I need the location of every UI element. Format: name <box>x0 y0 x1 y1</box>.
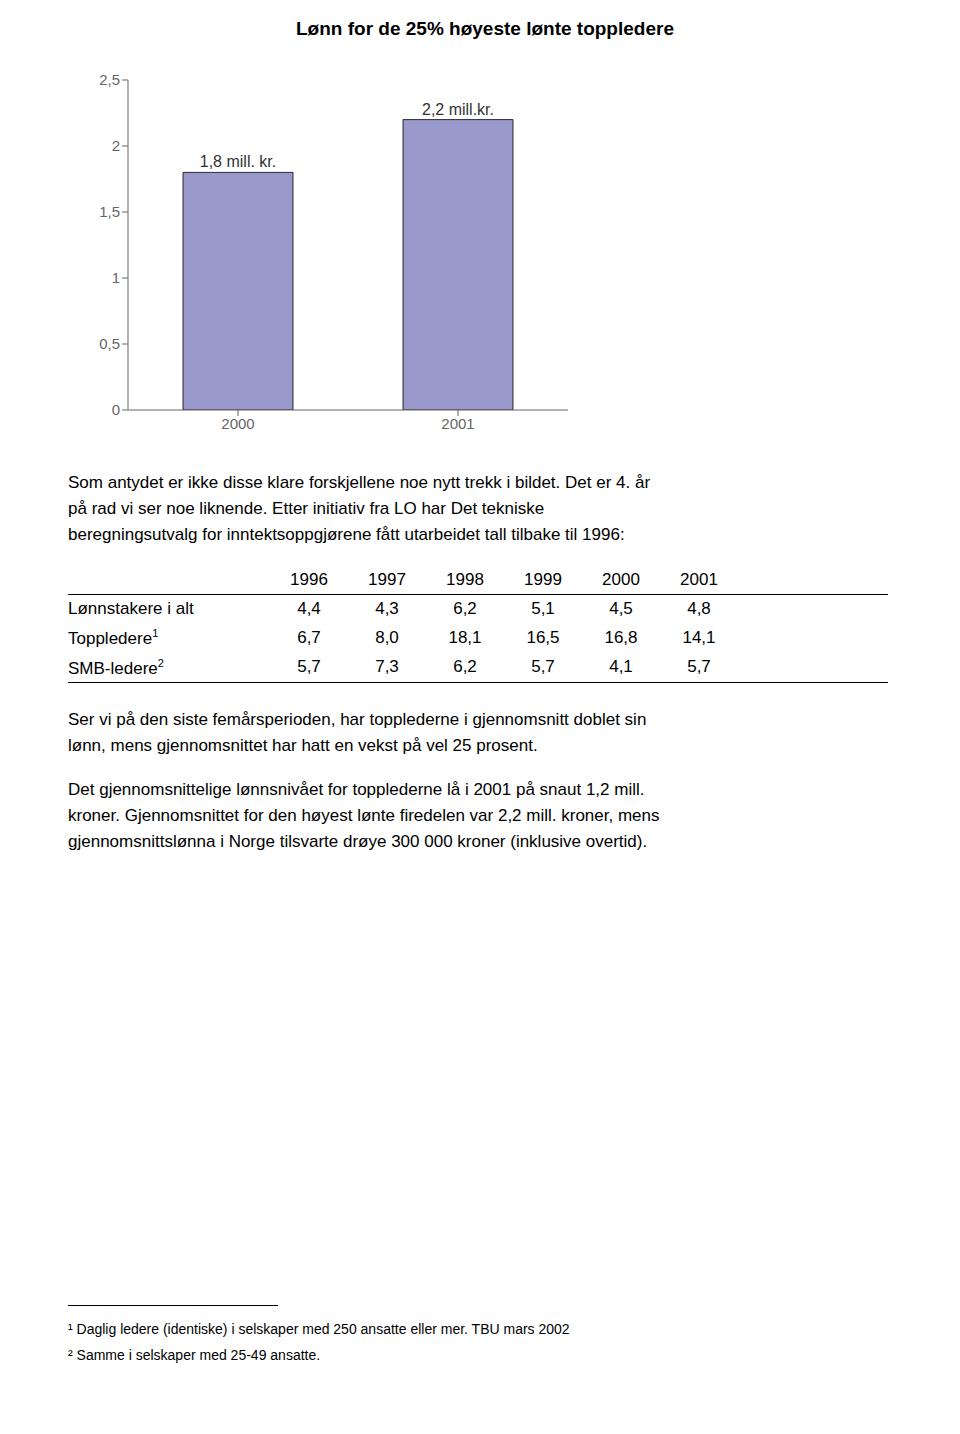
html-text:kroner. Gjennomsnittet for den: kroner. Gjennomsnittet for den høyest lø… <box>68 806 660 826</box>
html-text:gjennomsnittslønna i Norge til: gjennomsnittslønna i Norge tilsvarte drø… <box>68 832 648 852</box>
html-text:4,4: 4,4 <box>297 599 321 618</box>
html-text:lønn, mens gjennomsnittet har: lønn, mens gjennomsnittet har hatt en ve… <box>68 736 538 756</box>
html-text:8,0: 8,0 <box>375 627 399 647</box>
html-text:SMB-ledere2: SMB-ledere2 <box>68 656 164 678</box>
html-text:1996: 1996 <box>290 570 328 589</box>
svg-text:2: 2 <box>112 137 120 154</box>
html-text:Lønnstakere i alt: Lønnstakere i alt <box>68 599 194 618</box>
html-text:1999: 1999 <box>524 570 562 589</box>
html-text:16,8: 16,8 <box>604 627 638 647</box>
html-text:5,7: 5,7 <box>531 657 555 677</box>
html-text:Som antydet er ikke disse klar: Som antydet er ikke disse klare forskjel… <box>68 473 650 492</box>
svg-text:0: 0 <box>112 401 120 418</box>
html-text:4,1: 4,1 <box>609 657 633 677</box>
svg-text:2001: 2001 <box>441 415 474 432</box>
html-text:16,5: 16,5 <box>526 627 560 647</box>
html-text:beregningsutvalg for inntektso: beregningsutvalg for inntektsoppgjørene … <box>68 525 625 544</box>
html-text:¹ Daglig ledere (identiske) i: ¹ Daglig ledere (identiske) i selskaper … <box>68 1321 570 1337</box>
svg-text:1: 1 <box>112 269 120 286</box>
html-text:6,2: 6,2 <box>453 657 477 677</box>
svg-text:2000: 2000 <box>221 415 254 432</box>
html-text:² Samme i selskaper med 25-49: ² Samme i selskaper med 25-49 ansatte. <box>68 1347 321 1363</box>
html-text:4,3: 4,3 <box>375 599 399 618</box>
html-text:6,7: 6,7 <box>297 627 321 647</box>
html-text:14,1: 14,1 <box>682 627 716 647</box>
html-text:Ser vi på den siste femårsperi: Ser vi på den siste femårsperioden, har … <box>68 710 647 730</box>
html-text:4,5: 4,5 <box>609 599 633 618</box>
svg-text:1,8 mill. kr.: 1,8 mill. kr. <box>200 153 276 170</box>
html-text:2001: 2001 <box>680 570 718 589</box>
html-text:Toppledere1: Toppledere1 <box>68 627 159 648</box>
html-text:6,2: 6,2 <box>453 599 477 618</box>
svg-text:2,2 mill.kr.: 2,2 mill.kr. <box>422 101 494 118</box>
html-text:Lønn for de 25% høyeste lønte: Lønn for de 25% høyeste lønte toppledere <box>296 18 674 39</box>
svg-text:0,5: 0,5 <box>99 335 120 352</box>
html-text:7,3: 7,3 <box>375 657 399 677</box>
html-text:Det gjennomsnittelige lønnsniv: Det gjennomsnittelige lønnsnivået for to… <box>68 780 645 800</box>
html-text:5,7: 5,7 <box>687 657 711 677</box>
svg-text:2,5: 2,5 <box>99 71 120 88</box>
html-text:på rad vi ser noe liknende. Et: på rad vi ser noe liknende. Etter initia… <box>68 499 545 518</box>
html-text:18,1: 18,1 <box>448 627 482 647</box>
svg-text:1,5: 1,5 <box>99 203 120 220</box>
html-text:1997: 1997 <box>368 570 406 589</box>
html-text:1998: 1998 <box>446 570 484 589</box>
html-text:4,8: 4,8 <box>687 599 711 618</box>
html-text:5,1: 5,1 <box>531 599 555 618</box>
html-text:5,7: 5,7 <box>297 657 321 677</box>
html-text:2000: 2000 <box>602 570 640 589</box>
